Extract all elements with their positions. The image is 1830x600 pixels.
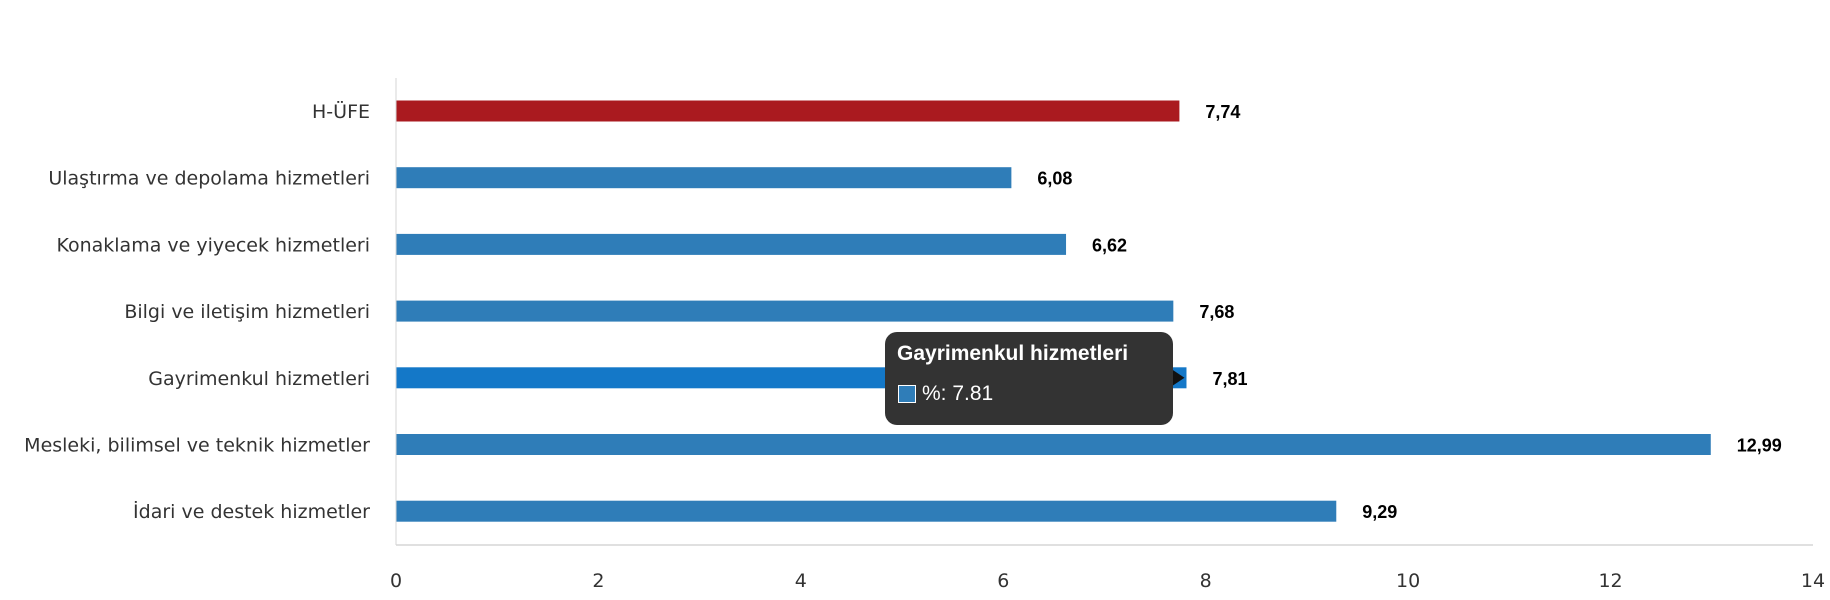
bar-2[interactable]	[396, 233, 1067, 255]
data-label: 7,81	[1212, 369, 1247, 389]
data-label: 7,74	[1205, 102, 1240, 122]
tooltip-title: Gayrimenkul hizmetleri	[897, 342, 1129, 365]
data-label: 9,29	[1362, 502, 1397, 522]
x-tick-label: 10	[1396, 570, 1420, 592]
category-label: Ulaştırma ve depolama hizmetleri	[48, 168, 370, 190]
x-axis: 0 2 4 6 8 10 12 14	[390, 78, 1825, 592]
tooltip-value: %: 7.81	[922, 382, 994, 405]
x-tick-label: 8	[1200, 570, 1212, 592]
x-tick-label: 0	[390, 570, 402, 592]
category-label: İdari ve destek hizmetler	[133, 500, 370, 523]
category-label: Gayrimenkul hizmetleri	[148, 368, 370, 390]
value-labels: 7,74 6,08 6,62 7,68 7,81 12,99 9,29	[1037, 102, 1781, 522]
x-tick-label: 2	[592, 570, 604, 592]
tooltip-pointer	[1172, 369, 1185, 386]
category-label: Konaklama ve yiyecek hizmetleri	[56, 234, 370, 256]
tooltip-row: %: 7.81	[898, 382, 993, 406]
category-label: H-ÜFE	[312, 100, 370, 123]
bar-1[interactable]	[396, 167, 1012, 189]
bar-5[interactable]	[396, 434, 1711, 455]
data-label: 6,62	[1092, 235, 1127, 255]
tooltip: Gayrimenkul hizmetleri %: 7.81	[885, 332, 1173, 425]
x-tick-label: 12	[1598, 570, 1622, 592]
category-label: Mesleki, bilimsel ve teknik hizmetler	[24, 435, 370, 457]
x-tick-label: 6	[997, 570, 1009, 592]
bar-3[interactable]	[396, 300, 1174, 322]
category-label: Bilgi ve iletişim hizmetleri	[124, 301, 370, 323]
x-tick-label: 4	[795, 570, 807, 592]
data-label: 12,99	[1737, 436, 1782, 456]
data-label: 6,08	[1037, 169, 1072, 189]
x-tick-label: 14	[1801, 570, 1825, 592]
category-labels: H-ÜFE Ulaştırma ve depolama hizmetleri Kon…	[24, 100, 370, 523]
data-label: 7,68	[1199, 302, 1234, 322]
tooltip-swatch	[898, 385, 916, 403]
bar-0[interactable]	[396, 100, 1180, 122]
bars-group	[396, 100, 1711, 522]
bar-6[interactable]	[396, 500, 1337, 522]
